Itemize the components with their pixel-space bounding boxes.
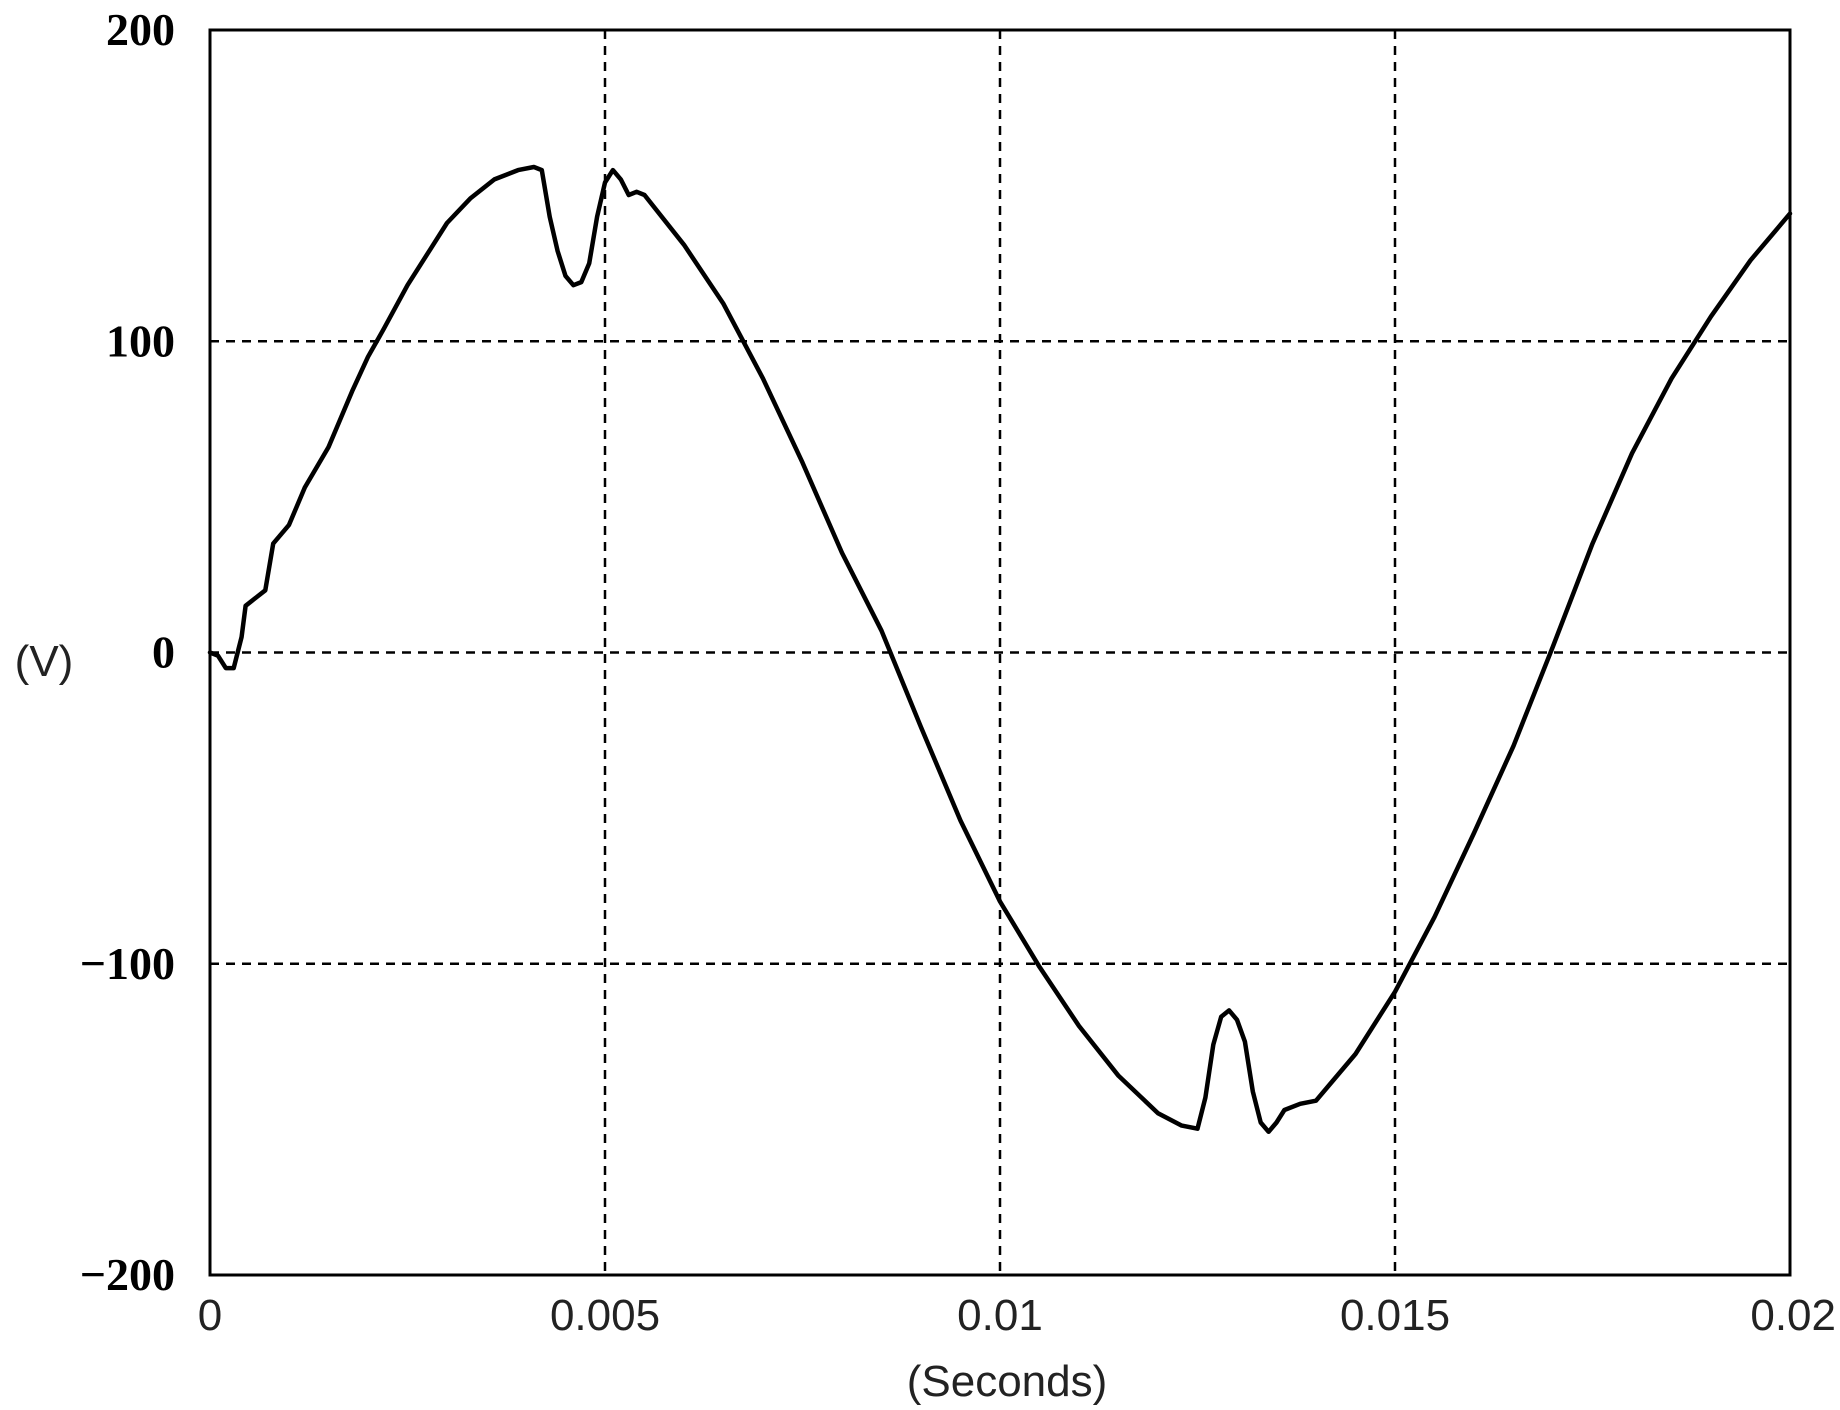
plot-frame (208, 28, 1792, 1277)
y-tick-labels: 200 100 0 −100 −200 (80, 4, 175, 1300)
x-tick-label: 0.005 (550, 1291, 660, 1340)
y-tick-label: 100 (106, 315, 175, 366)
y-tick-label: 0 (152, 627, 175, 678)
y-tick-label: −100 (80, 938, 175, 989)
grid-layer (210, 30, 1790, 1275)
x-tick-labels: 0 0.005 0.01 0.015 0.02 (198, 1291, 1836, 1340)
trace-layer (207, 164, 1793, 1135)
y-tick-label: 200 (106, 4, 175, 55)
series-line-0 (207, 164, 1793, 1135)
x-tick-label: 0.01 (957, 1291, 1043, 1340)
y-tick-label: −200 (80, 1249, 175, 1300)
y-axis-label: (V) (15, 637, 74, 686)
x-tick-label: 0.02 (1750, 1291, 1836, 1340)
x-tick-label: 0.015 (1340, 1291, 1450, 1340)
x-axis-label: (Seconds) (907, 1357, 1108, 1406)
x-tick-label: 0 (198, 1291, 222, 1340)
